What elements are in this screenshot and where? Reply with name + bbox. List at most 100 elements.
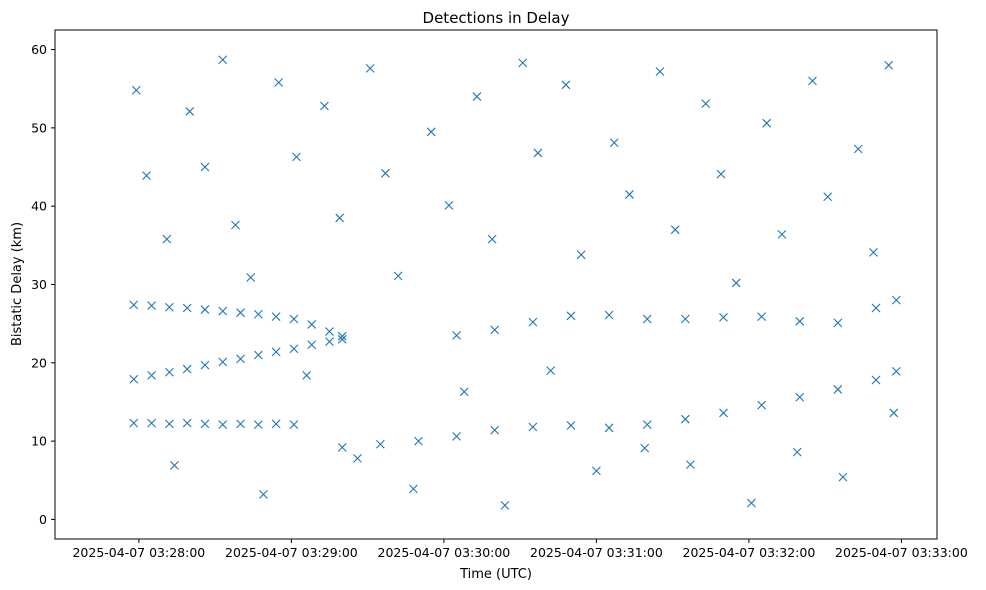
data-point	[170, 461, 179, 470]
data-point	[808, 76, 817, 86]
y-tick-label: 40	[31, 199, 47, 214]
data-point	[129, 300, 139, 310]
data-point	[838, 472, 848, 482]
data-point	[218, 306, 228, 316]
data-point	[353, 453, 362, 463]
data-point	[795, 392, 805, 402]
data-point	[236, 308, 245, 318]
data-point	[129, 418, 139, 428]
data-point	[561, 80, 571, 90]
data-point	[701, 99, 711, 108]
data-point	[292, 152, 301, 162]
data-point	[792, 447, 802, 457]
data-point	[546, 366, 556, 376]
data-point	[686, 460, 695, 469]
data-point	[236, 419, 245, 429]
data-point	[533, 148, 543, 158]
y-tick-label: 60	[31, 42, 47, 57]
data-point	[185, 107, 195, 116]
data-point	[147, 418, 156, 428]
data-point	[642, 420, 652, 430]
data-point	[823, 192, 833, 202]
x-axis: 2025-04-07 03:28:00 2025-04-07 03:29:00 20…	[72, 539, 968, 560]
data-point	[680, 314, 690, 324]
data-points	[129, 55, 901, 510]
data-point	[528, 317, 538, 327]
data-point	[518, 58, 528, 68]
data-point	[375, 439, 385, 449]
data-point	[337, 331, 347, 341]
data-point	[253, 420, 263, 430]
x-tick-label: 2025-04-07 03:28:00	[72, 545, 205, 560]
data-point	[609, 138, 619, 148]
data-point	[302, 370, 312, 380]
data-point	[289, 314, 299, 324]
data-point	[777, 229, 787, 239]
data-point	[200, 419, 210, 429]
data-point	[231, 220, 240, 230]
data-point	[757, 400, 767, 410]
data-point	[182, 364, 192, 374]
data-point	[576, 250, 586, 260]
data-point	[655, 67, 665, 76]
data-point	[853, 144, 863, 154]
data-point	[320, 101, 329, 111]
data-point	[625, 190, 634, 199]
data-point	[129, 374, 139, 384]
data-point	[490, 325, 500, 335]
data-point	[253, 309, 263, 319]
x-tick-label: 2025-04-07 03:31:00	[530, 545, 663, 560]
data-point	[500, 500, 510, 510]
data-point	[731, 278, 741, 288]
data-point	[762, 118, 772, 128]
data-point	[307, 320, 317, 329]
data-point	[670, 225, 680, 235]
data-point	[218, 357, 228, 367]
data-point	[592, 466, 601, 476]
data-point	[147, 301, 156, 311]
data-point	[426, 127, 436, 137]
data-point	[833, 318, 843, 328]
data-point	[236, 354, 245, 364]
data-point	[131, 85, 141, 95]
data-point	[365, 63, 375, 73]
data-point	[747, 498, 756, 508]
data-point	[271, 419, 281, 429]
data-point	[719, 408, 728, 418]
data-point	[487, 234, 497, 244]
data-point	[274, 78, 284, 87]
data-point	[719, 313, 728, 322]
data-point	[459, 387, 469, 397]
data-point	[833, 385, 843, 394]
data-point	[604, 423, 614, 433]
data-point	[884, 60, 894, 70]
data-point	[289, 420, 299, 430]
data-point	[337, 334, 347, 344]
data-point	[164, 367, 174, 377]
data-point	[271, 312, 281, 321]
data-point	[871, 375, 881, 385]
chart-title: Detections in Delay	[423, 9, 570, 27]
data-point	[409, 484, 418, 494]
data-point	[871, 303, 881, 313]
data-point	[307, 340, 317, 350]
y-tick-label: 10	[31, 434, 47, 449]
x-tick-label: 2025-04-07 03:29:00	[225, 545, 358, 560]
data-point	[259, 489, 268, 499]
data-point	[414, 436, 423, 446]
data-point	[325, 327, 334, 336]
data-point	[271, 347, 281, 357]
data-point	[452, 331, 461, 340]
data-point	[381, 168, 390, 178]
data-point	[325, 337, 334, 347]
data-point	[640, 443, 650, 453]
data-point	[566, 311, 576, 321]
y-tick-label: 50	[31, 120, 47, 135]
data-point	[795, 316, 805, 326]
data-point	[162, 234, 172, 244]
data-point	[528, 422, 538, 432]
data-point	[604, 310, 614, 320]
data-point	[200, 305, 210, 314]
data-point	[490, 425, 500, 435]
